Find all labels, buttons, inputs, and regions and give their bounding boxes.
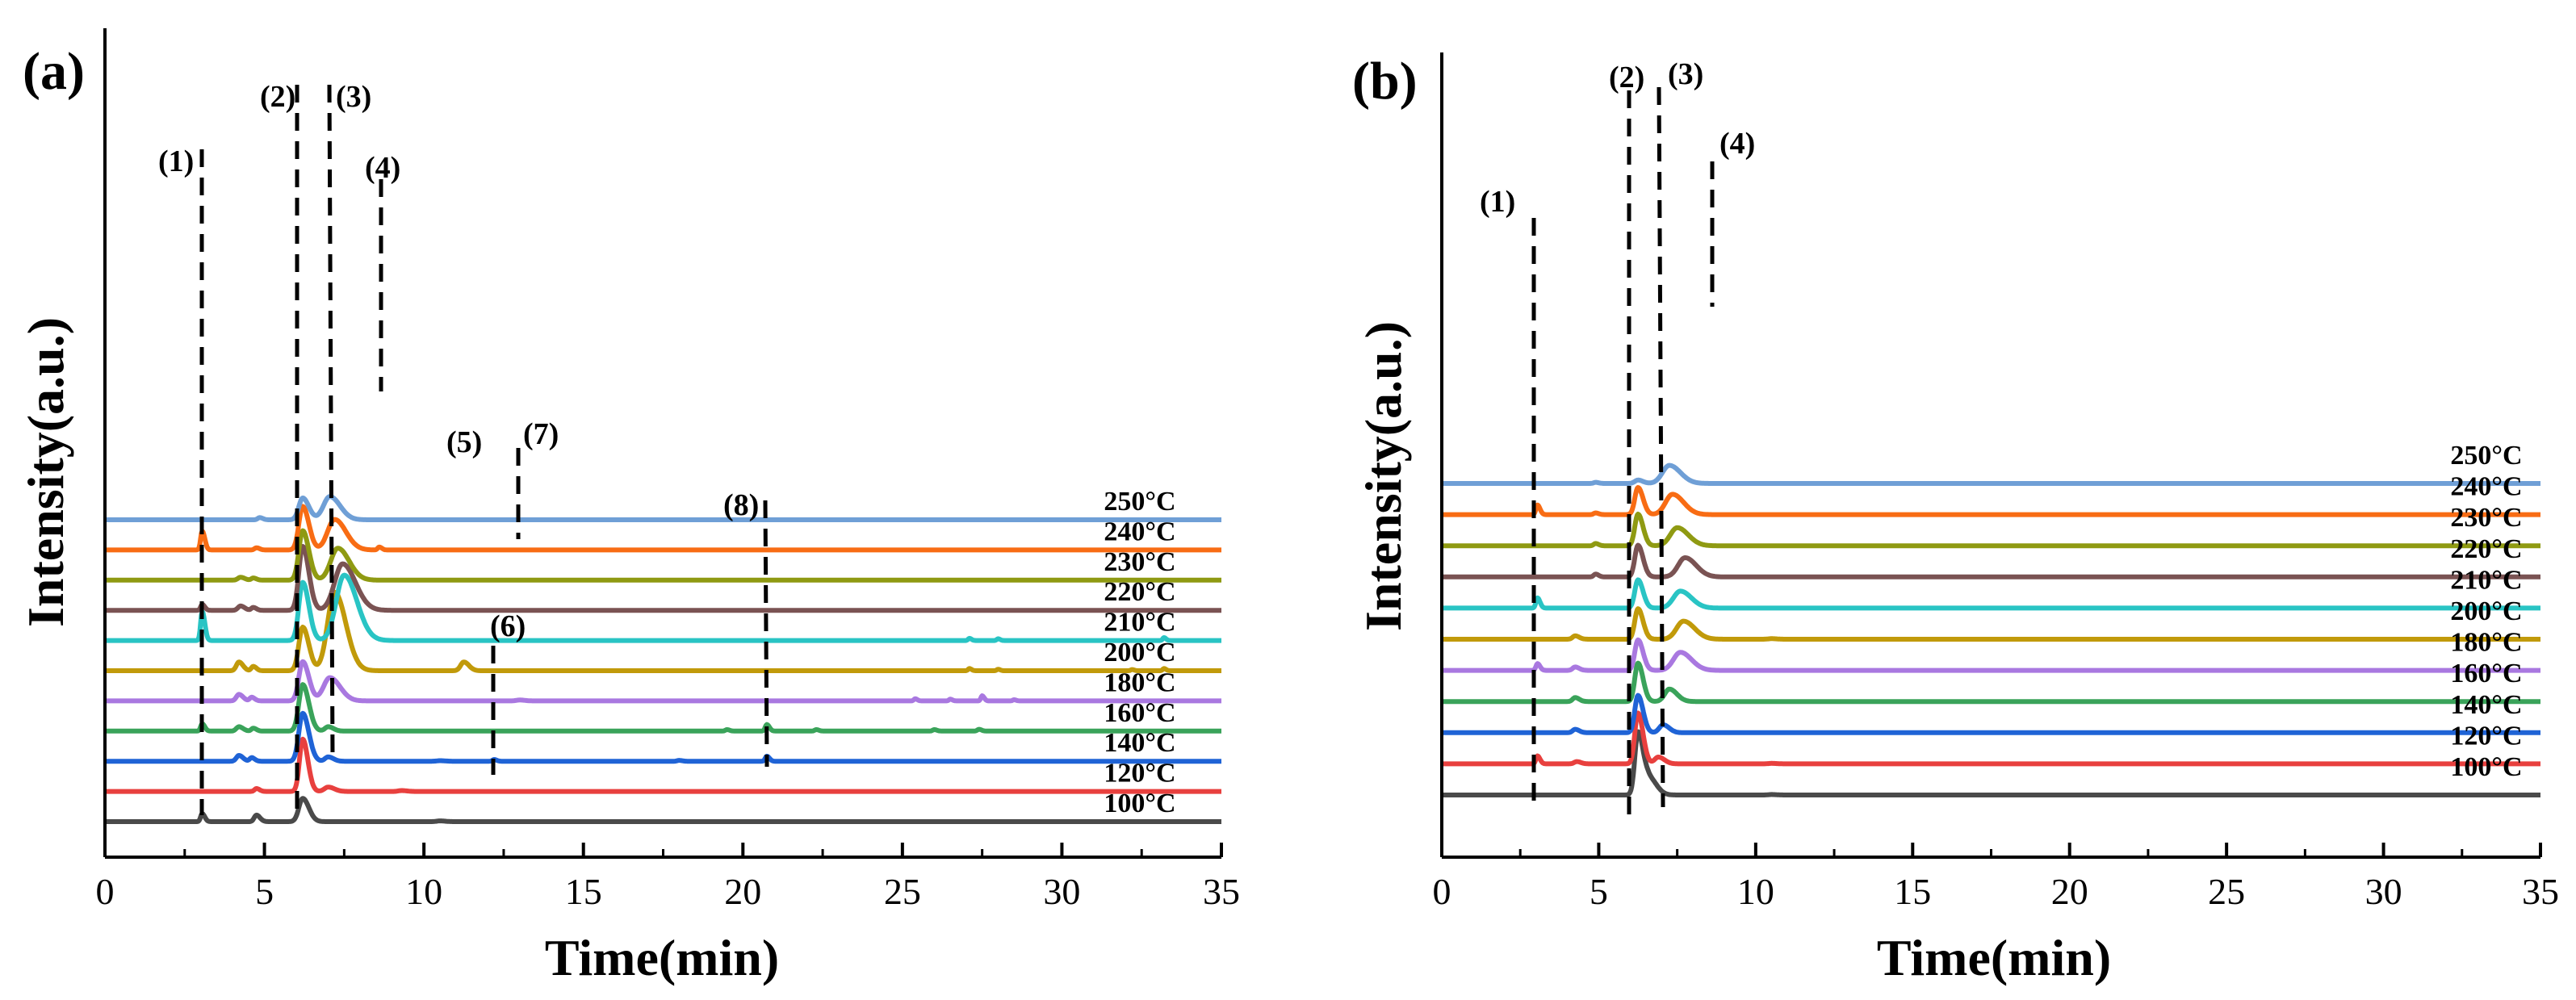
temperature-label: 200°C (2450, 596, 2522, 626)
temperature-label: 140°C (2450, 690, 2522, 720)
trace-140c (1440, 692, 2542, 735)
panel-a-label: (a) (23, 42, 85, 101)
trace-180c (103, 659, 1223, 704)
peak-label-b3: (3) (1668, 57, 1703, 91)
panel-a-x-axis-title: Time(min) (545, 929, 779, 986)
panel-b-traces (1440, 462, 2542, 797)
temperature-label: 140°C (1104, 728, 1175, 758)
x-tick-label: 0 (96, 871, 115, 912)
temperature-label: 120°C (1104, 759, 1175, 789)
peak-label-8: (8) (723, 488, 759, 522)
peak-label-1: (1) (158, 144, 194, 178)
peak-label-5: (5) (446, 425, 482, 459)
x-tick-label: 30 (2365, 871, 2402, 912)
peak-label-b1: (1) (1480, 185, 1515, 219)
trace-160c (1440, 660, 2542, 705)
peak-label-b2: (2) (1609, 61, 1644, 94)
temperature-label: 210°C (1104, 608, 1175, 638)
trace-140c (103, 710, 1223, 764)
peak-label-b4: (4) (1719, 127, 1755, 161)
temperature-label: 240°C (2450, 472, 2522, 502)
temperature-label: 230°C (2450, 503, 2522, 533)
trace-120c (103, 736, 1223, 794)
peak-marker-8 (763, 500, 769, 768)
x-tick-label: 0 (1433, 871, 1451, 912)
temperature-label: 250°C (2450, 441, 2522, 471)
temperature-label: 250°C (1104, 487, 1175, 517)
trace-230c (103, 528, 1223, 583)
x-tick-label: 25 (884, 871, 921, 912)
x-tick-label: 35 (1203, 871, 1240, 912)
trace-200c (103, 589, 1223, 673)
panel-b-peak-markers: (1) (2) (3) (4) (1480, 57, 1755, 815)
peak-label-2: (2) (260, 80, 295, 114)
panel-b-x-axis-title: Time(min) (1877, 929, 2111, 986)
temperature-label: 230°C (1104, 547, 1175, 577)
temperature-label: 200°C (1104, 638, 1175, 667)
trace-120c (1440, 710, 2542, 767)
trace-220c (103, 544, 1223, 613)
panel-a-y-axis-title: Intensity(a.u.) (17, 317, 74, 627)
peak-label-6: (6) (490, 609, 526, 643)
peak-label-4: (4) (365, 151, 400, 185)
panel-b-label: (b) (1352, 52, 1418, 111)
temperature-label: 180°C (2450, 628, 2522, 658)
panel-a: (a) Time(min) Intensity(a.u.) 0 5 10 15 20 25… (17, 28, 1240, 986)
panel-a-x-ticks: 0 5 10 15 20 25 30 35 (96, 843, 1240, 912)
temperature-label: 160°C (1104, 698, 1175, 728)
temperature-label: 100°C (2450, 752, 2522, 782)
panel-b-x-ticks: 0 5 10 15 20 25 30 35 (1433, 843, 2559, 912)
trace-100c (1440, 729, 2542, 797)
x-tick-label: 15 (1894, 871, 1931, 912)
peak-label-3: (3) (336, 80, 371, 114)
panel-b: (b) Time(min) Intensity(a.u.) 0 5 10 15 20 25… (1352, 52, 2559, 986)
panel-a-peak-markers: (1) (2) (3) (4) (5) (6) (7) (8) (158, 80, 769, 815)
temperature-label: 220°C (1104, 577, 1175, 607)
trace-210c (103, 572, 1223, 643)
x-tick-label: 5 (255, 871, 274, 912)
temperature-label: 160°C (2450, 659, 2522, 688)
temperature-label: 120°C (2450, 721, 2522, 751)
trace-250c (1440, 462, 2542, 486)
trace-180c (1440, 637, 2542, 673)
peak-marker-3 (327, 84, 335, 759)
temperature-label: 100°C (1104, 789, 1175, 818)
peak-label-7: (7) (523, 417, 559, 451)
trace-200c (1440, 606, 2542, 642)
trace-240c (103, 504, 1223, 553)
panel-a-temperature-labels: 100°C120°C140°C160°C180°C200°C210°C220°C… (1104, 487, 1175, 818)
x-tick-label: 15 (565, 871, 602, 912)
trace-220c (1440, 542, 2542, 579)
trace-250c (103, 494, 1223, 522)
temperature-label: 210°C (2450, 565, 2522, 595)
x-tick-label: 35 (2522, 871, 2559, 912)
panel-a-traces (103, 494, 1223, 824)
trace-240c (1440, 485, 2542, 517)
temperature-label: 240°C (1104, 517, 1175, 546)
peak-marker-b3 (1657, 86, 1665, 808)
trace-100c (103, 796, 1223, 824)
panel-b-y-axis-title: Intensity(a.u.) (1355, 321, 1412, 631)
x-tick-label: 20 (724, 871, 761, 912)
trace-230c (1440, 512, 2542, 549)
trace-210c (1440, 577, 2542, 611)
panel-b-temperature-labels: 100°C120°C140°C160°C180°C200°C210°C220°C… (2450, 441, 2522, 782)
x-tick-label: 5 (1590, 871, 1608, 912)
x-tick-label: 10 (405, 871, 442, 912)
temperature-label: 180°C (1104, 667, 1175, 697)
trace-160c (103, 682, 1223, 734)
x-tick-label: 10 (1737, 871, 1774, 912)
x-tick-label: 30 (1043, 871, 1080, 912)
x-tick-label: 20 (2051, 871, 2088, 912)
temperature-label: 220°C (2450, 534, 2522, 564)
x-tick-label: 25 (2208, 871, 2245, 912)
